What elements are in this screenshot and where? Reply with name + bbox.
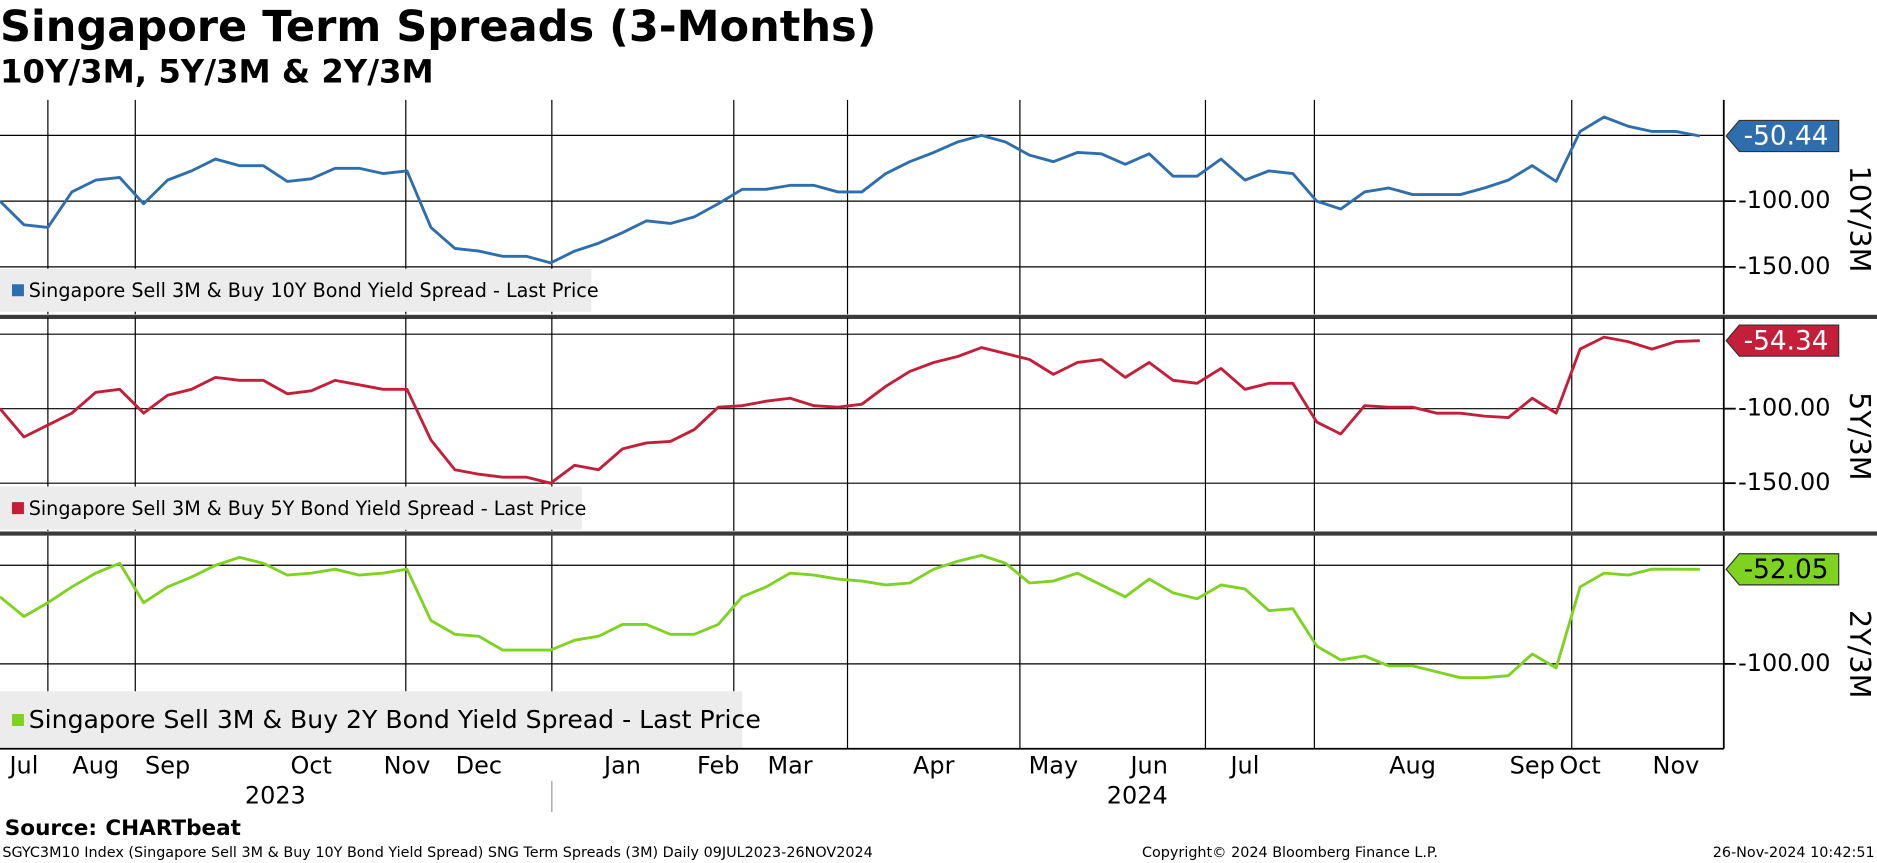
y-tick-label: -100.00 (1738, 649, 1830, 677)
x-tick-label: Oct (1559, 752, 1600, 780)
chart-title: Singapore Term Spreads (3-Months) (0, 2, 876, 52)
x-tick-label: Oct (291, 752, 332, 780)
x-tick-label: Mar (767, 752, 812, 780)
last-price-label: -50.44 (1744, 122, 1829, 152)
copyright: Copyright© 2024 Bloomberg Finance L.P. (1142, 845, 1438, 861)
last-price-label: -54.34 (1744, 326, 1829, 356)
legend-label: Singapore Sell 3M & Buy 5Y Bond Yield Sp… (29, 497, 587, 520)
y-axis-label: 10Y/3M (1843, 166, 1877, 273)
x-tick-label: Jun (1128, 752, 1167, 780)
x-tick-label: Aug (72, 752, 119, 780)
y-tick-label: -100.00 (1738, 186, 1830, 214)
x-tick-label: Nov (384, 752, 431, 780)
source: CHARTbeat (105, 816, 241, 841)
legend-box (0, 268, 592, 312)
panel-separator (0, 531, 1877, 536)
panel-separator (0, 314, 1877, 319)
legend-label: Singapore Sell 3M & Buy 2Y Bond Yield Sp… (29, 705, 761, 734)
y-axis-label: 2Y/3M (1843, 610, 1877, 699)
timestamp: 26-Nov-2024 10:42:51 (1713, 845, 1875, 861)
x-tick-label: Nov (1653, 752, 1700, 780)
source-label: Source: (5, 816, 97, 841)
last-price-box (1725, 553, 1840, 586)
x-tick-label: Jul (7, 752, 38, 780)
y-tick-label: -150.00 (1738, 252, 1830, 280)
x-tick-label: Jul (1229, 752, 1260, 780)
chart-subtitle: 10Y/3M, 5Y/3M & 2Y/3M (0, 53, 434, 91)
legend-box (0, 691, 743, 749)
last-price-box (1725, 324, 1840, 357)
x-tick-label: Aug (1389, 752, 1436, 780)
y-axis-label: 5Y/3M (1843, 392, 1877, 481)
x-tick-label: Sep (1510, 752, 1555, 780)
x-tick-label: May (1029, 752, 1079, 780)
last-price-label: -52.05 (1744, 555, 1829, 585)
x-tick-label: Dec (456, 752, 502, 780)
last-price-box (1725, 119, 1840, 153)
legend-swatch (11, 502, 24, 515)
x-tick-label: Feb (697, 752, 739, 780)
legend-box (0, 486, 582, 530)
legend-label: Singapore Sell 3M & Buy 10Y Bond Yield S… (29, 279, 599, 302)
legend-swatch (11, 284, 24, 297)
footer-text: SGYC3M10 Index (Singapore Sell 3M & Buy … (2, 845, 872, 861)
data-line (0, 115, 1701, 265)
y-tick-label: -150.00 (1738, 468, 1830, 496)
legend-swatch (11, 714, 24, 726)
year-label: 2024 (1107, 782, 1168, 810)
x-tick-label: Jan (602, 752, 641, 780)
data-line (0, 553, 1700, 680)
year-label: 2023 (245, 782, 306, 810)
x-tick-label: Sep (145, 752, 190, 780)
y-tick-label: -100.00 (1738, 394, 1830, 422)
data-line (0, 335, 1700, 485)
x-tick-label: Apr (913, 752, 955, 780)
